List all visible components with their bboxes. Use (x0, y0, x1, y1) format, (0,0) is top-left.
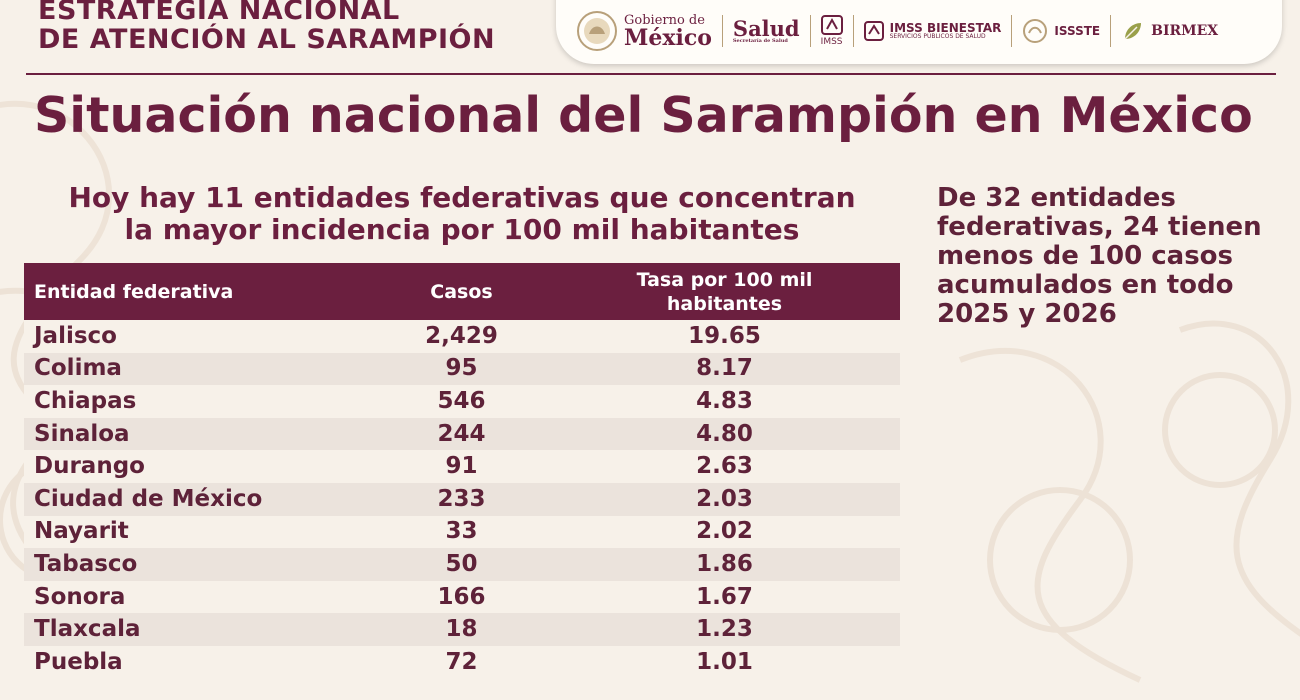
salud-logo: Salud Secretaría de Salud (733, 18, 800, 44)
cell-tasa: 1.67 (549, 580, 900, 614)
cell-entidad: Tabasco (24, 548, 374, 581)
table-row: Tabasco 50 1.86 (24, 548, 900, 581)
salud-text: Salud (732, 16, 800, 41)
birmex-leaf-icon (1124, 23, 1142, 40)
cell-tasa: 1.01 (549, 645, 900, 679)
cell-casos: 546 (374, 385, 549, 418)
cell-tasa: 8.17 (549, 352, 900, 386)
table-row: Chiapas 546 4.83 (24, 385, 900, 418)
cell-entidad: Ciudad de México (24, 482, 374, 516)
table-body: Jalisco 2,429 19.65 Colima 95 8.17 Chiap… (24, 320, 900, 679)
table-row: Ciudad de México 233 2.03 (24, 482, 900, 516)
table-row: Puebla 72 1.01 (24, 645, 900, 679)
cell-tasa: 2.03 (549, 482, 900, 516)
logo-bar: Gobierno de México Salud Secretaría de S… (556, 0, 1282, 64)
imss-bienestar-text: IMSS BIENESTAR (889, 20, 1002, 35)
cell-tasa: 2.02 (549, 515, 900, 549)
incidence-table: Entidad federativa Casos Tasa por 100 mi… (24, 263, 900, 679)
imss-bienestar-icon (863, 21, 884, 41)
issste-logo: ISSSTE (1022, 18, 1100, 44)
subtitle-line1: Hoy hay 11 entidades federativas que con… (68, 181, 856, 214)
imss-emblem-icon (820, 14, 843, 35)
header-entidad: Entidad federativa (24, 263, 374, 320)
cell-entidad: Sinaloa (24, 417, 374, 451)
header-tasa: Tasa por 100 mil habitantes (549, 263, 900, 320)
cell-casos: 95 (374, 352, 549, 386)
cell-entidad: Durango (24, 450, 374, 483)
logo-separator (1110, 15, 1112, 47)
table-row: Sonora 166 1.67 (24, 580, 900, 614)
table-subtitle: Hoy hay 11 entidades federativas que con… (24, 182, 900, 246)
logo-separator (721, 15, 723, 47)
imss-logo: IMSS (820, 14, 843, 47)
issste-text: ISSSTE (1054, 23, 1101, 38)
header-title-line1: ESTRATEGIA NACIONAL (38, 0, 400, 26)
cell-entidad: Nayarit (24, 515, 374, 549)
imss-text: IMSS (820, 36, 843, 47)
cell-entidad: Jalisco (24, 320, 374, 353)
gobierno-small-text: Gobierno de (624, 12, 705, 28)
cell-casos: 18 (374, 613, 549, 646)
imss-bienestar-logo: IMSS BIENESTAR SERVICIOS PÚBLICOS DE SAL… (863, 20, 1002, 41)
gobierno-big-text: México (624, 24, 712, 51)
cell-casos: 72 (374, 645, 549, 679)
logo-separator (852, 15, 854, 47)
cell-tasa: 1.86 (549, 548, 900, 581)
cell-entidad: Chiapas (24, 385, 374, 418)
logo-separator (1011, 15, 1013, 47)
birmex-logo: BIRMEX (1121, 19, 1218, 43)
cell-tasa: 4.83 (549, 385, 900, 418)
cell-entidad: Puebla (24, 645, 374, 679)
gobierno-logo: Gobierno de México (576, 10, 712, 52)
header-title-line2: DE ATENCIÓN AL SARAMPIÓN (38, 24, 496, 55)
cell-tasa: 2.63 (549, 450, 900, 483)
birmex-text: BIRMEX (1151, 22, 1219, 39)
cell-entidad: Colima (24, 352, 374, 386)
cell-entidad: Tlaxcala (24, 613, 374, 646)
table-row: Sinaloa 244 4.80 (24, 417, 900, 451)
imss-bienestar-sub-text: SERVICIOS PÚBLICOS DE SALUD (889, 33, 986, 41)
table-row: Jalisco 2,429 19.65 (24, 320, 900, 353)
logo-separator (809, 15, 811, 47)
salud-sub-text: Secretaría de Salud (732, 38, 788, 44)
cell-casos: 50 (374, 548, 549, 581)
cell-casos: 166 (374, 580, 549, 614)
table-row: Colima 95 8.17 (24, 352, 900, 386)
issste-emblem-icon (1023, 19, 1048, 43)
header-title: ESTRATEGIA NACIONAL DE ATENCIÓN AL SARAM… (38, 0, 495, 54)
eagle-emblem-icon (577, 11, 617, 51)
table-header: Entidad federativa Casos Tasa por 100 mi… (24, 263, 900, 320)
cell-casos: 2,429 (374, 320, 549, 353)
cell-casos: 91 (374, 450, 549, 483)
table-row: Tlaxcala 18 1.23 (24, 613, 900, 646)
cell-tasa: 1.23 (549, 613, 900, 646)
header-divider (26, 73, 1276, 75)
cell-casos: 244 (374, 417, 549, 451)
page-title: Situación nacional del Sarampión en Méxi… (34, 87, 1253, 144)
subtitle-line2: la mayor incidencia por 100 mil habitant… (124, 213, 800, 246)
table-row: Nayarit 33 2.02 (24, 515, 900, 549)
side-note: De 32 entidades federativas, 24 tienen m… (937, 183, 1262, 329)
table-row: Durango 91 2.63 (24, 450, 900, 483)
cell-tasa: 4.80 (549, 417, 900, 451)
cell-tasa: 19.65 (549, 320, 900, 353)
cell-casos: 233 (374, 482, 549, 516)
header-casos: Casos (374, 263, 549, 320)
cell-casos: 33 (374, 515, 549, 549)
cell-entidad: Sonora (24, 580, 374, 614)
